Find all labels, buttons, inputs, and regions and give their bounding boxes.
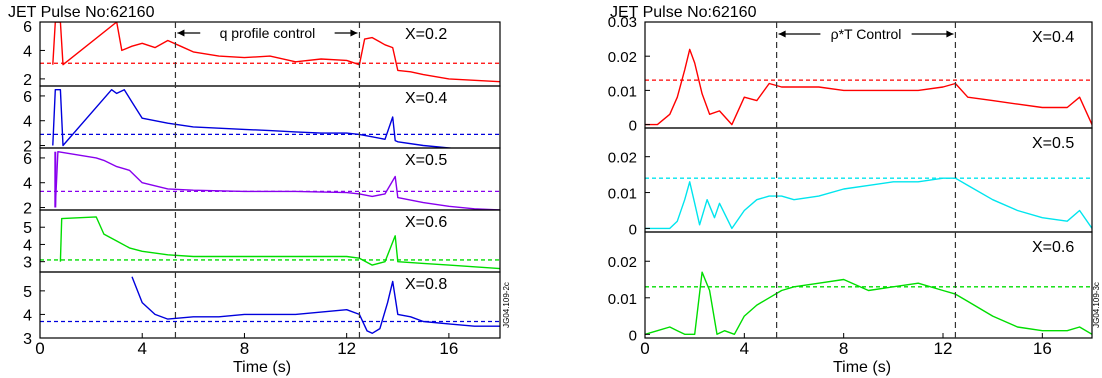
annotation-arrowhead-left [177, 29, 185, 37]
x-axis-label: Time (s) [833, 359, 891, 376]
annotation-bg [200, 24, 335, 40]
panel-frame [39, 271, 501, 339]
y-tick-label: 6 [23, 151, 32, 168]
panel-x-0-6: 0.02 0.01 0 X=0.6 [608, 231, 1093, 344]
panel-label: X=0.5 [405, 152, 447, 169]
y-tick-label: 0 [629, 221, 637, 238]
panel-label: X=0.4 [405, 90, 447, 107]
y-tick-label: 0 [629, 327, 637, 344]
y-tick-label: 5 [23, 284, 32, 301]
panel-label: X=0.5 [1032, 135, 1074, 152]
panel-label: X=0.2 [405, 26, 447, 43]
x-tick-label: 4 [740, 339, 749, 358]
chart-title: JET Pulse No:62160 [8, 4, 155, 21]
annotation-text: ρ*T Control [831, 26, 902, 42]
series-line [54, 151, 500, 210]
series-line [59, 216, 500, 270]
y-tick-label: 6 [23, 19, 32, 36]
panel-x-0-8: 3 4 5 X=0.8 [23, 271, 501, 348]
y-tick-label: 4 [23, 237, 32, 254]
panel-x-0-6: 345 X=0.6 [23, 209, 501, 273]
x-tick-label: 0 [35, 339, 44, 358]
figure-id-label: JG04.109-3c [1092, 282, 1101, 328]
series-line [645, 48, 1092, 126]
y-tick-label: 0.02 [608, 49, 637, 66]
left-chart-q-profile: JET Pulse No:62160 2 4 6 X=0.2 2 4 6 X=0.4 2 4 6 X=0… [8, 4, 511, 376]
y-tick-label: 4 [23, 176, 32, 193]
panel-x-0-4: 0.02 0.01 0 X=0.4 [608, 21, 1093, 135]
series-line [52, 89, 457, 148]
panel-x-0-2: 2 4 6 X=0.2 [23, 19, 501, 89]
x-tick-label: 16 [439, 339, 458, 358]
series-line [645, 271, 1092, 335]
y-tick-label: 2 [23, 201, 32, 218]
y-tick-label: 0.02 [608, 150, 637, 167]
y-tick-label: 0.02 [608, 254, 637, 271]
annotation-bg [820, 25, 912, 41]
x-tick-label: 12 [337, 339, 356, 358]
y-tick-label: 4 [23, 43, 32, 60]
chart-title: JET Pulse No:62160 [610, 4, 757, 21]
x-tick-label: 12 [934, 339, 953, 358]
panel-label: X=0.4 [1032, 29, 1074, 46]
panel-x-0-5: 2 4 6 X=0.5 [23, 147, 501, 218]
x-tick-label: 16 [1033, 339, 1052, 358]
panel-label: X=0.6 [405, 214, 447, 231]
panel-frame [644, 231, 1093, 339]
x-tick-label: 0 [640, 339, 649, 358]
x-tick-label: 4 [137, 339, 146, 358]
panel-x-0-4: 2 4 6 X=0.4 [23, 85, 501, 156]
panel-label: X=0.8 [405, 276, 447, 293]
y-tick-label: 6 [23, 89, 32, 106]
series-line [52, 22, 500, 83]
y-tick-label: 0 [629, 118, 637, 135]
y-tick-label: 0.01 [608, 186, 637, 203]
annotation-text: q profile control [220, 25, 316, 41]
annotation-arrowhead-right [350, 29, 358, 37]
y-tick-label: 2 [23, 72, 32, 89]
y-tick-label: 5 [23, 220, 32, 237]
y-tick-label: 4 [23, 114, 32, 131]
y-tick-label: 3 [23, 331, 32, 348]
y-tick-label: 4 [23, 307, 32, 324]
annotation-arrowhead-left [778, 30, 786, 38]
y-tick-label: 2 [23, 139, 32, 156]
y-tick-label: 0.03 [608, 14, 637, 31]
annotation-arrowhead-right [946, 30, 954, 38]
y-tick-label: 3 [23, 255, 32, 272]
y-tick-label: 0.01 [608, 83, 637, 100]
right-chart-rho-star: JET Pulse No:62160 0.02 0.01 0 X=0.4 0.02 0.01… [608, 4, 1101, 376]
panel-label: X=0.6 [1032, 239, 1074, 256]
figure-id-label: JG04.109-2c [502, 282, 511, 328]
panel-x-0-5: 0.02 0.01 0 X=0.5 [608, 127, 1093, 238]
x-tick-label: 8 [839, 339, 848, 358]
y-tick-label: 0.01 [608, 291, 637, 308]
series-line [645, 177, 1092, 230]
x-axis-label: Time (s) [233, 359, 291, 376]
x-tick-label: 8 [240, 339, 249, 358]
panel-frame [644, 127, 1093, 233]
